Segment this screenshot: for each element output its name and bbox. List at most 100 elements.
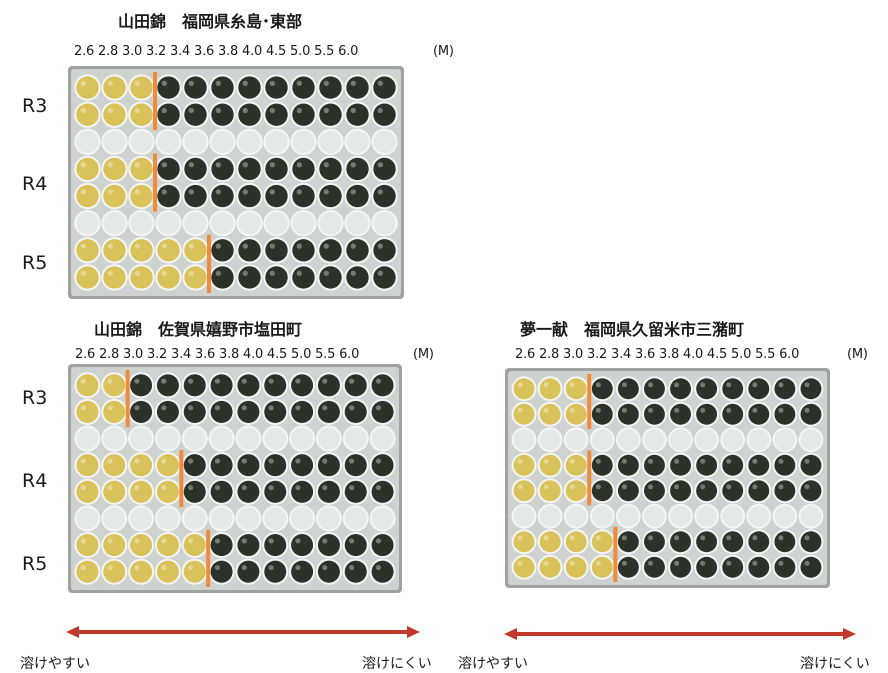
well: [130, 103, 153, 126]
well: [565, 505, 587, 527]
well: [291, 507, 314, 530]
well-highlight: [295, 378, 301, 384]
well: [157, 184, 180, 208]
well-highlight: [569, 382, 575, 388]
well: [238, 76, 261, 99]
boundary-line: [613, 527, 618, 582]
well: [748, 403, 770, 425]
well-highlight: [752, 560, 758, 566]
well-highlight: [242, 80, 248, 87]
well: [722, 556, 744, 578]
well: [317, 454, 340, 477]
right-arrow-head-right: [843, 628, 856, 640]
plate-2-title: 山田錦 佐賀県嬉野市塩田町: [94, 320, 303, 339]
well: [157, 130, 180, 154]
well: [183, 534, 206, 557]
well: [184, 130, 207, 154]
plate-2-unit-label: (M): [413, 347, 434, 362]
well: [76, 211, 99, 235]
well-highlight: [134, 485, 140, 491]
well: [130, 130, 153, 154]
well: [344, 454, 367, 477]
well: [644, 505, 665, 527]
well: [184, 211, 207, 235]
well-highlight: [375, 405, 382, 411]
well: [591, 454, 613, 476]
well: [670, 378, 691, 400]
well-highlight: [322, 378, 328, 384]
well: [238, 184, 261, 208]
well: [292, 239, 315, 262]
well: [644, 429, 665, 451]
plate-1-title: 山田錦 福岡県糸島･東部: [118, 12, 303, 31]
well-highlight: [543, 484, 549, 490]
well: [157, 76, 180, 99]
well: [373, 157, 396, 181]
well-highlight: [595, 560, 601, 566]
well: [156, 534, 179, 557]
well: [103, 507, 126, 530]
plate-body: [508, 371, 827, 585]
well-highlight: [322, 538, 328, 544]
well: [774, 403, 796, 425]
well-highlight: [804, 560, 810, 566]
well: [291, 534, 314, 557]
well: [130, 480, 153, 503]
well-highlight: [296, 162, 302, 168]
well-highlight: [375, 378, 382, 384]
well-highlight: [648, 484, 653, 490]
well: [103, 266, 126, 289]
well: [774, 505, 796, 527]
well: [644, 556, 665, 578]
well: [591, 505, 613, 527]
well: [670, 556, 691, 578]
well-highlight: [80, 107, 86, 114]
well-highlight: [161, 189, 167, 195]
well: [317, 507, 340, 530]
well-highlight: [621, 535, 627, 541]
well: [346, 184, 369, 208]
well-highlight: [517, 560, 523, 566]
well-highlight: [621, 484, 627, 490]
well: [183, 400, 206, 423]
well-highlight: [621, 560, 627, 566]
well-highlight: [268, 485, 274, 491]
well-highlight: [134, 538, 140, 544]
well-highlight: [674, 560, 680, 566]
well: [800, 531, 822, 553]
well-highlight: [80, 378, 86, 384]
well-highlight: [700, 535, 706, 541]
well-highlight: [80, 458, 86, 464]
well: [291, 427, 314, 450]
well-highlight: [517, 484, 523, 490]
well: [103, 454, 126, 477]
plate-1-unit-label: (M): [433, 44, 454, 59]
well: [238, 239, 261, 262]
well-highlight: [569, 560, 575, 566]
well: [76, 76, 99, 99]
well: [292, 184, 315, 208]
well-highlight: [377, 107, 383, 114]
well: [211, 130, 234, 154]
left-arrow-head-left: [66, 626, 79, 638]
well: [184, 184, 207, 208]
well: [591, 480, 613, 502]
well-highlight: [80, 189, 86, 195]
well: [264, 560, 287, 583]
well-highlight: [107, 405, 113, 411]
well-highlight: [296, 107, 302, 114]
well-highlight: [268, 538, 274, 544]
well: [211, 211, 234, 235]
well-highlight: [107, 80, 113, 87]
well: [292, 211, 315, 235]
well-highlight: [350, 107, 356, 114]
well: [76, 507, 99, 530]
well: [565, 378, 587, 400]
well-highlight: [268, 564, 274, 571]
well: [130, 157, 153, 181]
well: [371, 374, 394, 397]
well-highlight: [80, 270, 86, 276]
well-highlight: [80, 485, 86, 491]
well: [210, 374, 233, 397]
well: [103, 76, 126, 99]
